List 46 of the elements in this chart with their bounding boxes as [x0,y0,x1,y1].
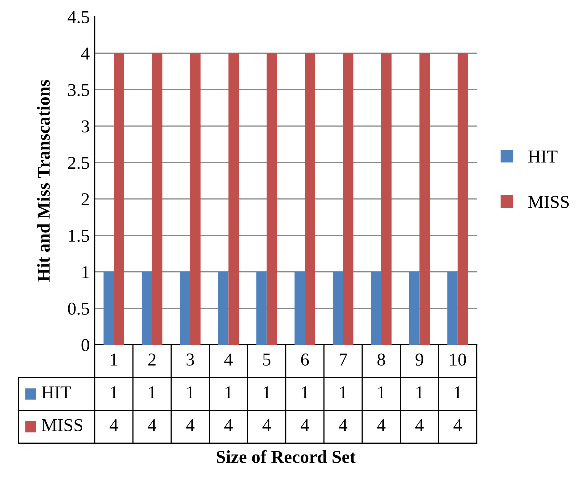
x-tick-label: 4 [224,354,233,366]
y-tick-label: 0 [82,339,90,352]
data-label: 1 [340,386,347,399]
x-tick-label: 6 [301,354,310,366]
y-tick-label: 1 [82,266,90,278]
data-label: 1 [149,386,156,399]
data-label: 1 [226,386,232,399]
y-tick-label: 4 [81,48,90,60]
y-tick-label: 2.5 [68,157,90,170]
data-label: 4 [377,419,386,432]
data-label: 4 [110,419,118,432]
data-label: 4 [454,419,462,432]
legend-label: HIT [42,386,72,399]
text: HIT [528,150,558,163]
y-tick-label: 2 [82,194,90,206]
y-tick-label: 4.5 [68,11,90,24]
x-axis-title: Size of Record Set [217,450,356,464]
y-tick-label: 0.5 [68,302,90,316]
data-label: 1 [416,386,424,399]
text: MISS [42,419,83,432]
x-tick-label: 3 [186,354,194,366]
x-tick-label: 9 [416,354,424,366]
data-label: 4 [148,419,157,432]
data-label: 1 [264,386,270,399]
data-label: 1 [454,386,462,399]
data-label: 4 [300,419,310,432]
y-tick-label: 1.5 [69,230,90,242]
data-label: 4 [339,419,348,432]
data-label: 4 [262,419,272,432]
data-label: 4 [224,419,233,432]
data-label: 1 [302,386,309,399]
data-label: 4 [416,419,424,432]
data-label: 1 [111,386,118,399]
x-tick-label: 10 [450,354,466,366]
y-tick-label: 3.5 [68,84,90,96]
x-tick-label: 5 [263,354,271,366]
legend-label: MISS [528,196,570,208]
x-tick-label: 7 [340,354,348,366]
data-label: 4 [186,419,195,432]
x-tick-label: 8 [378,354,386,366]
y-tick-label: 3 [82,120,90,133]
data-label: 1 [188,386,194,399]
x-tick-label: 1 [111,354,118,366]
x-tick-label: 2 [148,354,156,366]
data-label: 1 [378,386,385,399]
y-axis-title: Hit and Miss Transcations [37,80,50,282]
